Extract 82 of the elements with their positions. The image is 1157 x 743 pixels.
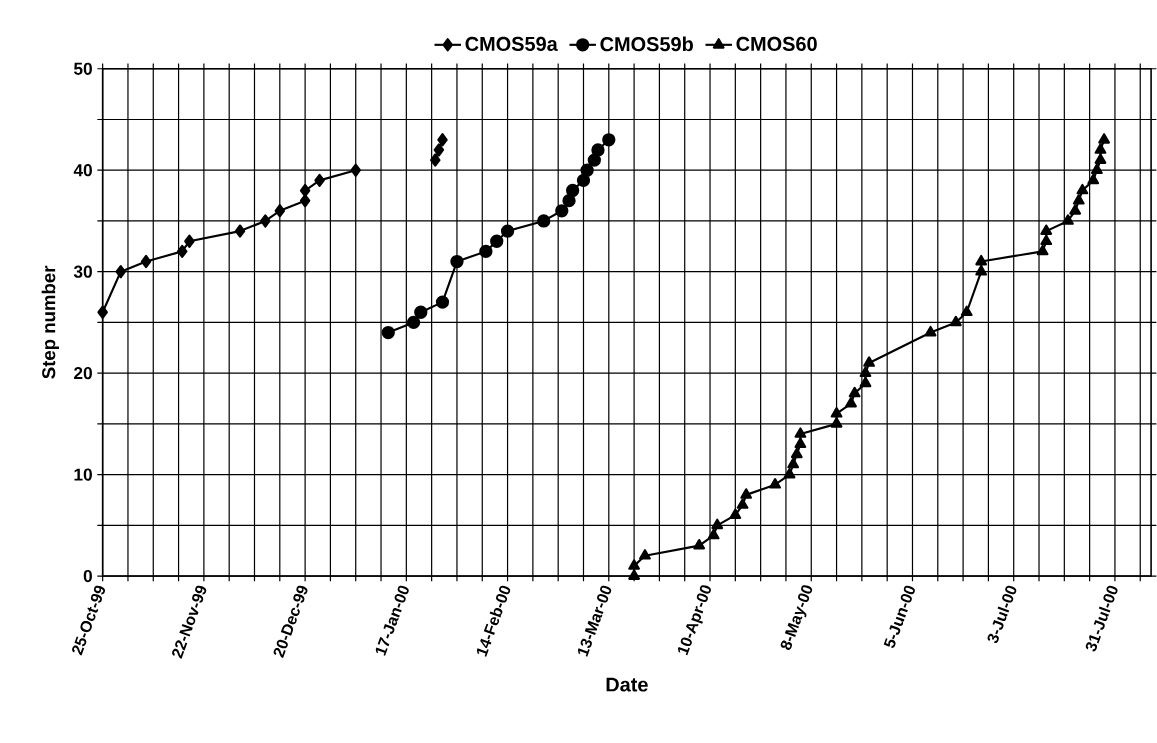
point <box>591 143 605 157</box>
y-tick-label: 40 <box>73 163 92 177</box>
point <box>794 437 807 448</box>
point <box>1098 132 1110 144</box>
point <box>1072 193 1085 205</box>
point <box>176 244 188 258</box>
point <box>97 305 108 319</box>
point <box>1069 203 1082 215</box>
point <box>859 366 872 377</box>
point <box>769 477 782 489</box>
point <box>602 132 616 147</box>
point <box>479 244 493 258</box>
point <box>1094 143 1107 154</box>
point <box>234 224 246 238</box>
point <box>628 569 641 580</box>
y-axis-title: Step number <box>41 265 59 379</box>
point <box>639 548 651 560</box>
point <box>184 234 195 248</box>
point <box>437 132 448 147</box>
point <box>555 203 569 218</box>
point <box>949 315 962 327</box>
point <box>115 264 126 279</box>
point <box>435 295 450 309</box>
point <box>500 224 515 238</box>
point <box>1087 173 1100 184</box>
point <box>740 487 753 499</box>
point <box>975 254 988 266</box>
y-tick-label: 20 <box>74 366 92 380</box>
point <box>787 457 800 469</box>
legend-label: CMOS60 <box>736 36 817 51</box>
point <box>565 183 580 197</box>
legend-label: CMOS59b <box>600 36 693 51</box>
point <box>693 538 706 550</box>
point <box>299 183 311 197</box>
point <box>729 508 742 519</box>
point <box>1036 244 1049 256</box>
point <box>260 214 271 228</box>
point <box>1076 183 1089 195</box>
point <box>1062 214 1074 225</box>
legend-label: CMOS59a <box>465 36 558 51</box>
point <box>790 447 803 458</box>
point <box>794 427 807 438</box>
y-tick-label: 0 <box>83 569 92 582</box>
y-tick-label: 50 <box>73 62 92 75</box>
point <box>830 406 843 418</box>
y-tick-label: 30 <box>73 265 92 278</box>
point <box>711 518 724 529</box>
point <box>274 203 286 218</box>
point <box>580 163 594 177</box>
point <box>1040 234 1053 245</box>
point <box>414 305 428 319</box>
point <box>848 386 861 398</box>
point <box>562 193 576 208</box>
point <box>406 315 421 329</box>
point <box>736 498 749 509</box>
point <box>830 416 843 428</box>
y-tick-label: 10 <box>74 468 92 481</box>
point <box>975 264 988 276</box>
point <box>707 528 720 540</box>
point <box>783 467 796 479</box>
point <box>576 173 591 187</box>
x-axis-title: Date <box>606 677 648 692</box>
point <box>430 153 441 167</box>
point <box>1090 163 1103 174</box>
point <box>490 234 504 248</box>
point <box>537 214 551 228</box>
point <box>140 254 152 268</box>
point <box>845 396 857 408</box>
point <box>863 356 875 367</box>
point <box>1094 153 1107 164</box>
point <box>859 376 872 387</box>
point <box>433 143 445 157</box>
point <box>924 325 937 337</box>
point <box>587 153 601 167</box>
point <box>960 305 973 316</box>
point <box>299 193 311 208</box>
point <box>314 173 325 187</box>
point <box>350 163 361 177</box>
point <box>628 559 641 570</box>
point <box>1040 224 1053 235</box>
point <box>381 325 395 339</box>
point <box>450 254 464 268</box>
